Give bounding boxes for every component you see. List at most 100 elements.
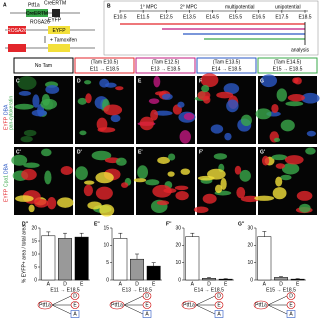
bar — [58, 238, 72, 281]
x-tick-label: A — [263, 281, 267, 287]
x-tick-label: A — [119, 281, 123, 287]
phase: 1° MPC — [140, 4, 158, 10]
y-tick-label: 0 — [178, 277, 181, 283]
tissue — [294, 77, 302, 85]
x-label: E15 → E18.5 — [266, 287, 296, 293]
stage-label: E12.5 — [160, 14, 173, 20]
phase: multipotential — [225, 4, 254, 10]
bar — [290, 278, 305, 281]
bar — [74, 236, 89, 281]
node-label: A — [217, 311, 221, 317]
y-tick-label: 0 — [106, 277, 109, 283]
phase: unipotential — [275, 4, 301, 10]
tissue — [280, 119, 295, 132]
x-tick-label: A — [47, 281, 51, 287]
tissue — [305, 147, 316, 155]
tissue — [207, 168, 226, 180]
tissue — [296, 190, 313, 201]
edge — [51, 304, 72, 315]
y-tick-label: 5 — [34, 264, 37, 270]
tissue — [15, 195, 34, 202]
tissue — [34, 198, 49, 208]
x-tick-label: E — [80, 281, 84, 287]
tissue — [167, 153, 176, 161]
tissue — [224, 132, 232, 141]
tissue — [115, 157, 127, 166]
tissue — [271, 103, 279, 113]
tissue — [57, 197, 74, 208]
stain: pan-cytokeratin — [8, 96, 14, 130]
y-tick-label: 20 — [31, 225, 37, 231]
node — [70, 301, 80, 309]
node-label: E — [73, 302, 77, 308]
tissue — [275, 176, 283, 187]
allele-sup: EYFP — [48, 17, 62, 23]
x-tick-label: E — [152, 281, 156, 287]
tissue — [271, 154, 288, 161]
tissue — [153, 110, 173, 116]
column-subtitle: E13 → E18.5 — [151, 66, 181, 72]
column-title: (Tam E10.5) — [91, 59, 119, 65]
panel-label: G' — [260, 149, 265, 155]
y-tick-label: 30 — [247, 225, 253, 231]
y-tick-label: 10 — [247, 260, 253, 266]
tissue — [103, 104, 123, 116]
node-label: Ptf1a — [39, 302, 51, 308]
edge — [123, 304, 144, 315]
rosa-box — [8, 44, 26, 52]
tissue — [23, 162, 40, 168]
tissue — [121, 182, 129, 188]
column-title: (Tam E14.5) — [274, 59, 302, 65]
panel-label: D'' — [22, 221, 28, 227]
tissue — [84, 180, 95, 185]
bar — [274, 277, 288, 281]
stain: EYFP — [3, 188, 9, 202]
node-label: A — [73, 311, 77, 317]
node-label: D — [73, 293, 77, 299]
tissue — [45, 85, 60, 94]
tissue — [148, 98, 160, 104]
tissue — [179, 130, 191, 144]
tissue — [299, 203, 311, 213]
y-tick-label: 20 — [175, 243, 181, 249]
tissue — [95, 172, 114, 184]
node-label: Ptf1a — [255, 302, 267, 308]
stage-label: E16.5 — [252, 14, 265, 20]
x-tick-label: D — [63, 281, 67, 287]
y-label: % EYFP+ area / total area — [21, 225, 27, 283]
y-tick-label: 30 — [175, 225, 181, 231]
tissue — [210, 124, 224, 134]
y-tick-label: 15 — [103, 225, 109, 231]
column-subtitle: E11 → E18.5 — [90, 66, 120, 72]
panel-label: C — [16, 78, 20, 84]
panel-label: B — [107, 3, 111, 9]
column-header — [196, 57, 257, 74]
column-header — [135, 57, 196, 74]
bar — [113, 238, 128, 281]
node-label: Ptf1a — [183, 302, 195, 308]
panel-label: E' — [138, 149, 143, 155]
y-tick-label: 5 — [106, 260, 109, 266]
column-header — [74, 57, 135, 74]
tissue — [139, 116, 154, 131]
edge — [51, 295, 72, 306]
stain: Cpa1 — [3, 175, 9, 187]
y-tick-label: 20 — [247, 243, 253, 249]
x-label: E13 → E18.5 — [122, 287, 152, 293]
tissue — [60, 166, 73, 175]
allele-label: ROSA26 — [30, 19, 50, 25]
stain: EYFP — [3, 116, 9, 130]
tissue — [115, 86, 124, 91]
tissue — [85, 93, 92, 104]
tissue — [223, 83, 240, 95]
node-label: E — [289, 302, 293, 308]
x-tick-label: A — [191, 281, 195, 287]
tissue — [28, 204, 35, 213]
tissue — [214, 184, 223, 194]
edge — [195, 295, 216, 306]
tissue — [183, 112, 195, 121]
phase: 2° MPC — [180, 4, 198, 10]
tissue — [23, 129, 37, 137]
tissue — [41, 148, 52, 157]
y-tick-label: 10 — [31, 251, 37, 257]
